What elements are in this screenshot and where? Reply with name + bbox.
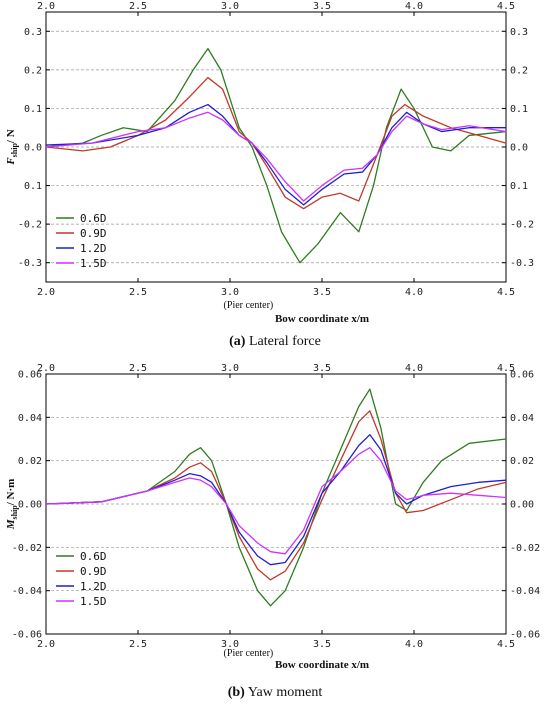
x-tick-label: 2.0 (37, 287, 55, 298)
y-tick-label: 0.06 (18, 370, 42, 381)
pier-center-label: (Pier center) (224, 300, 274, 311)
y-tick-label: 0.04 (18, 413, 42, 424)
y-axis-label: Mship/ N·m (5, 479, 19, 531)
legend-label: 0.9D (80, 227, 107, 240)
y-tick-label: -0.3 (18, 258, 42, 269)
y-axis-label: Fship/ N (5, 129, 19, 165)
x-tick-label-top: 4.0 (405, 363, 423, 374)
x-tick-label: 4.5 (497, 639, 515, 650)
x-tick-label-top: 2.5 (129, 363, 147, 374)
caption-text: Lateral force (245, 334, 320, 349)
pier-center-label: (Pier center) (224, 648, 274, 659)
y-tick-label-right: 0.02 (510, 456, 534, 467)
series-line-0-6D (45, 388, 507, 607)
x-tick-label: 2.5 (129, 639, 147, 650)
legend-label: 0.6D (80, 550, 107, 563)
x-tick-label-top: 3.0 (221, 363, 239, 374)
caption-letter: (a) (229, 334, 246, 349)
x-axis-label: Bow coordinate x/m (275, 313, 369, 325)
caption-letter: (b) (228, 685, 245, 700)
x-tick-label: 3.5 (313, 639, 331, 650)
x-tick-label: 4.5 (497, 287, 515, 298)
x-tick-label-top: 3.0 (221, 1, 239, 12)
y-tick-label-right: -0.3 (510, 258, 534, 269)
y-axis-label-subscript: ship (10, 143, 19, 158)
y-tick-label-right: 0.1 (510, 104, 528, 115)
x-tick-label-top: 4.0 (405, 1, 423, 12)
x-tick-label-top: 2.5 (129, 1, 147, 12)
legend-label: 0.6D (80, 212, 107, 225)
y-tick-label: 0.0 (24, 143, 42, 154)
legend-label: 0.9D (80, 565, 107, 578)
y-tick-label-right: 0.00 (510, 500, 534, 511)
y-tick-label: 0.3 (24, 27, 42, 38)
y-tick-label: 0.02 (18, 456, 42, 467)
series-line-1-5D (45, 111, 507, 202)
y-tick-label-right: 0.06 (510, 370, 534, 381)
y-tick-label: 0.00 (18, 500, 42, 511)
y-tick-label-right: -0.2 (510, 220, 534, 231)
y-tick-label-right: -0.02 (510, 543, 540, 554)
legend-label: 1.2D (80, 242, 107, 255)
x-tick-label-top: 2.0 (37, 363, 55, 374)
series-line-0-9D (45, 410, 507, 581)
y-tick-label-right: -0.06 (510, 630, 540, 641)
y-tick-label: 0.2 (24, 65, 42, 76)
y-tick-label-right: 0.1 (510, 181, 528, 192)
y-axis-label-main: M (5, 518, 17, 530)
x-tick-label: 2.5 (129, 287, 147, 298)
y-tick-label: -0.2 (18, 220, 42, 231)
x-tick-label-top: 4.5 (497, 1, 515, 12)
x-tick-label: 3.0 (221, 287, 239, 298)
legend-label: 1.2D (80, 580, 107, 593)
x-tick-label: 4.0 (405, 639, 423, 650)
series-line-1-5D (45, 447, 507, 555)
y-tick-label-right: 0.0 (510, 143, 528, 154)
x-tick-label: 3.0 (221, 639, 239, 650)
y-tick-label: -0.06 (12, 630, 42, 641)
x-tick-label-top: 2.0 (37, 1, 55, 12)
x-tick-label-top: 4.5 (497, 363, 515, 374)
y-tick-label-right: 0.2 (510, 65, 528, 76)
x-tick-label: 4.0 (405, 287, 423, 298)
chart-yaw-moment: 2.02.02.52.53.03.03.53.54.04.04.54.5-0.0… (5, 363, 540, 700)
series-line-0-6D (45, 47, 507, 264)
y-axis-label-unit: / N·m (5, 479, 17, 507)
x-tick-label: 3.5 (313, 287, 331, 298)
series-line-0-9D (45, 76, 507, 210)
y-axis-label-main: F (5, 157, 17, 166)
chart-lateral-force: 2.0 2.0 2.5 2.5 3.0 3.0 3.5 3.5 4.0 4.0 4.5 4.5 -0.3… (5, 1, 534, 349)
caption-text: Yaw moment (245, 685, 323, 700)
y-tick-label: 0.1 (24, 104, 42, 115)
figure-caption: (b) Yaw moment (228, 685, 323, 700)
x-tick-label-top: 3.5 (313, 363, 331, 374)
y-axis-label-subscript: ship (10, 505, 19, 520)
y-tick-label: -0.02 (12, 543, 42, 554)
y-tick-label-right: 0.3 (510, 27, 528, 38)
legend-label: 1.5D (80, 257, 107, 270)
y-axis-label-unit: / N (5, 129, 17, 144)
legend-label: 1.5D (80, 595, 107, 608)
x-tick-label: 2.0 (37, 639, 55, 650)
y-tick-label-right: 0.04 (510, 413, 534, 424)
series-line-1-2D (45, 103, 506, 206)
y-tick-label: 0.1 (24, 181, 42, 192)
x-tick-label-top: 3.5 (313, 1, 331, 12)
y-tick-label-right: -0.04 (510, 586, 540, 597)
y-tick-label: -0.04 (12, 586, 42, 597)
series-line-1-2D (45, 434, 507, 566)
x-axis-label: Bow coordinate x/m (275, 659, 369, 671)
figure-caption: (a) Lateral force (229, 334, 321, 349)
